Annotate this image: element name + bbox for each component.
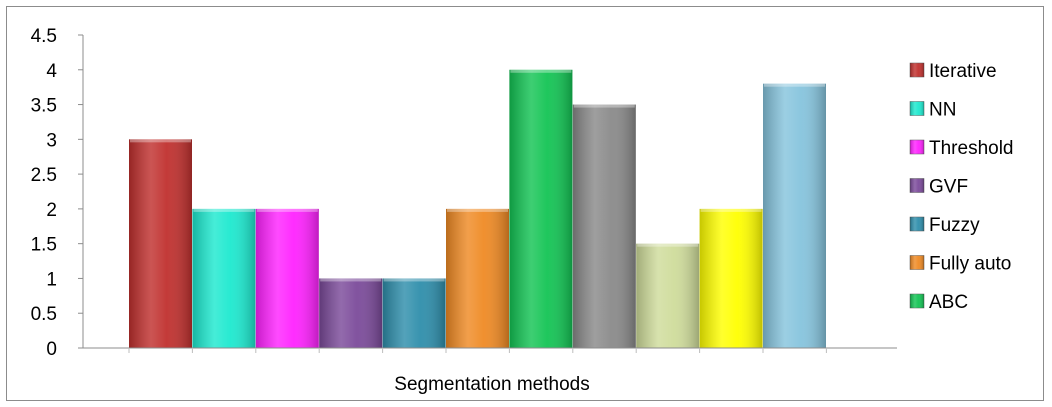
y-tick-label: 2 [46,200,57,221]
y-tick-label: 4.5 [31,26,57,47]
bar-shading [446,208,509,348]
legend-swatch-shading [910,178,924,193]
legend-item-iterative: Iterative [909,61,997,82]
bar-unnamed-9 [636,243,700,348]
legend-swatch-shading [910,63,924,77]
legend-label: NN [929,100,956,121]
bar-top-bevel [256,208,318,212]
bar-top-bevel [130,139,191,143]
x-axis-label: Segmentation methods [394,374,589,395]
bar-top-bevel [383,278,445,282]
legend-label: Fully auto [929,254,1011,275]
legend-item-threshold: Threshold [909,138,1014,159]
y-tick-label: 4 [46,61,57,82]
bar-top-bevel [320,278,382,282]
y-tick-label: 1.5 [31,235,57,256]
bar-top-bevel [193,208,255,212]
bar-unnamed-8 [572,104,636,348]
legend-item-gvf: GVF [909,177,968,198]
bar-top-bevel [573,104,635,108]
legend-swatch-shading [910,294,924,308]
legend-label: GVF [929,177,968,198]
bar-fuzzy [382,278,446,348]
bar-fully-auto [446,208,509,348]
bar-shading [319,278,383,348]
legend-label: ABC [929,292,968,313]
bar-unnamed-11 [763,83,826,348]
bar-shading [382,278,446,348]
y-tick-label: 3.5 [31,96,57,117]
legend-item-fuzzy: Fuzzy [909,215,980,236]
legend-label: Fuzzy [929,215,980,236]
bar-top-bevel [764,83,825,87]
bar-shading [636,243,700,348]
legend-swatch-shading [910,255,924,270]
bar-shading [699,208,763,348]
bar-unnamed-10 [699,208,763,348]
y-tick-label: 3 [46,130,57,151]
bar-top-bevel [510,69,572,73]
chart-frame: 0 0.5 1 1.5 2 2.5 3 3.5 4 4.5 Segmentation method… [6,6,1044,401]
legend-item-fully-auto: Fully auto [909,254,1011,275]
y-tick-label: 0.5 [31,304,57,325]
y-tick-label: 1 [46,269,57,290]
bar-shading [572,104,636,348]
y-tick-label: 2.5 [31,165,57,186]
legend-item-abc: ABC [909,292,968,313]
legend-item-nn: NN [909,100,956,121]
bar-iterative [129,139,192,348]
bar-shading [255,208,319,348]
bar-shading [763,83,826,348]
bar-abc [509,69,573,349]
bar-nn [192,208,256,348]
bar-shading [509,69,573,349]
bar-top-bevel [700,208,762,212]
y-axis: 0 0.5 1 1.5 2 2.5 3 3.5 4 4.5 [31,26,84,360]
bar-shading [129,139,192,348]
legend-swatch-shading [910,101,924,116]
bar-top-bevel [447,208,508,212]
y-tick-label: 0 [46,339,57,360]
legend-swatch-shading [910,140,924,154]
bar-threshold [255,208,319,348]
bar-gvf [319,278,383,348]
bars [129,69,826,349]
bar-chart: 0 0.5 1 1.5 2 2.5 3 3.5 4 4.5 Segmentation method… [31,26,1014,395]
legend-label: Threshold [929,138,1014,159]
legend: Iterative NN Threshold GVF Fuzzy Fully auto AB… [909,61,1014,313]
bar-top-bevel [637,243,699,247]
bar-shading [192,208,256,348]
legend-swatch-shading [910,217,924,231]
legend-label: Iterative [929,61,997,82]
x-axis [83,347,897,353]
